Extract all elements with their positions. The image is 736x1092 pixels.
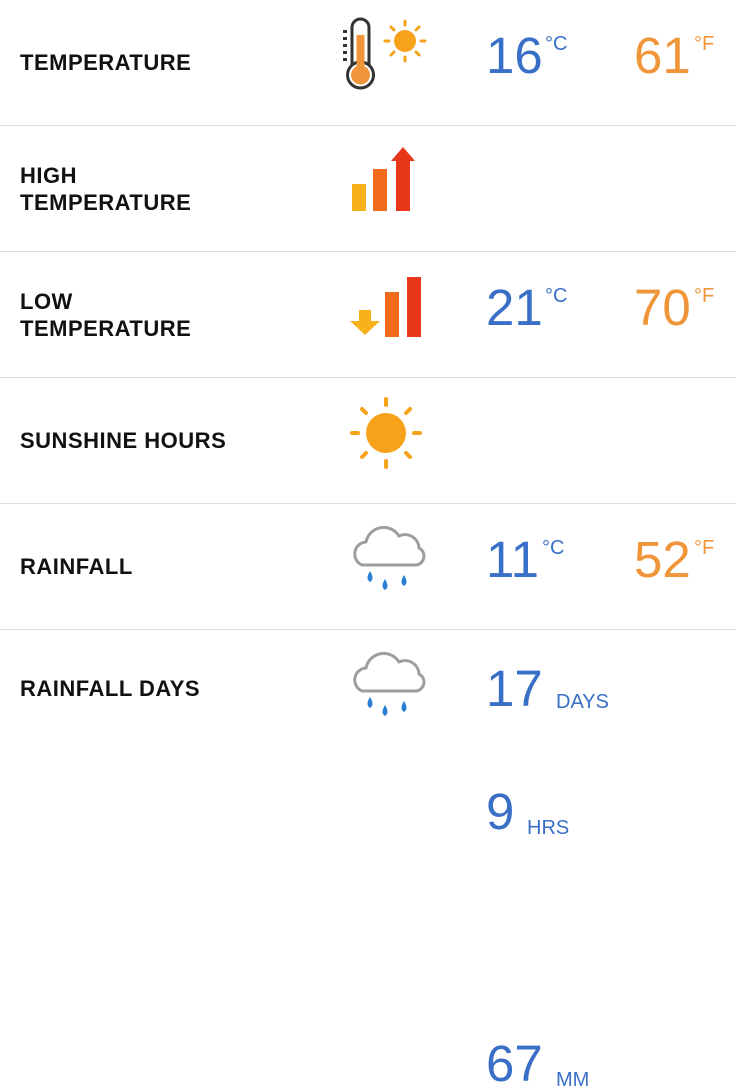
high-temperature-row: HIGH TEMPERATURE 21 °C 70 °F	[0, 126, 736, 333]
high-temperature-metric-unit: °C	[545, 285, 568, 307]
low-temperature-imperial-unit: °F	[694, 537, 715, 559]
rainfall-days-row: RAINFALL DAYS 17 DAYS	[0, 630, 736, 735]
sunshine-hours-value: 9	[486, 783, 515, 840]
rainfall-days-unit: DAYS	[556, 691, 609, 713]
sunshine-hours-row: SUNSHINE HOURS 9 HRS	[0, 378, 736, 838]
temperature-row: TEMPERATURE	[0, 0, 736, 126]
falling-bars-down-arrow-icon	[330, 265, 440, 365]
thermometer-sun-icon	[330, 13, 440, 113]
rising-bars-up-arrow-icon	[330, 139, 440, 239]
low-temperature-row: LOW TEMPERATURE 11 °C 52 °F	[0, 252, 736, 585]
rainfall-days-value: 17	[486, 660, 543, 717]
high-temperature-imperial-value: 70	[634, 279, 691, 336]
high-temperature-imperial-unit: °F	[694, 285, 715, 307]
sunshine-hours-unit: HRS	[527, 817, 570, 839]
high-temperature-metric-value: 21	[486, 279, 543, 336]
sun-icon	[330, 391, 440, 491]
temperature-imperial-unit: °F	[694, 33, 715, 55]
sunshine-hours-label: SUNSHINE HOURS	[20, 428, 227, 453]
rainfall-label: RAINFALL	[20, 554, 133, 579]
low-temperature-metric-value: 11	[486, 531, 539, 588]
rain-cloud-icon	[330, 643, 440, 743]
high-temperature-label: HIGH TEMPERATURE	[20, 162, 192, 215]
low-temperature-label: LOW TEMPERATURE	[20, 288, 192, 341]
temperature-metric-unit: °C	[545, 33, 568, 55]
rainfall-value: 67	[486, 1035, 543, 1092]
temperature-label: TEMPERATURE	[20, 50, 192, 75]
rainfall-row: RAINFALL 67 MM	[0, 504, 736, 1090]
rain-cloud-icon	[330, 517, 440, 617]
temperature-metric-value: 16	[486, 27, 543, 84]
rainfall-days-label: RAINFALL DAYS	[20, 675, 201, 701]
low-temperature-imperial-value: 52	[634, 531, 691, 588]
temperature-imperial-value: 61	[634, 27, 691, 84]
low-temperature-metric-unit: °C	[542, 537, 565, 559]
rainfall-unit: MM	[556, 1069, 590, 1091]
